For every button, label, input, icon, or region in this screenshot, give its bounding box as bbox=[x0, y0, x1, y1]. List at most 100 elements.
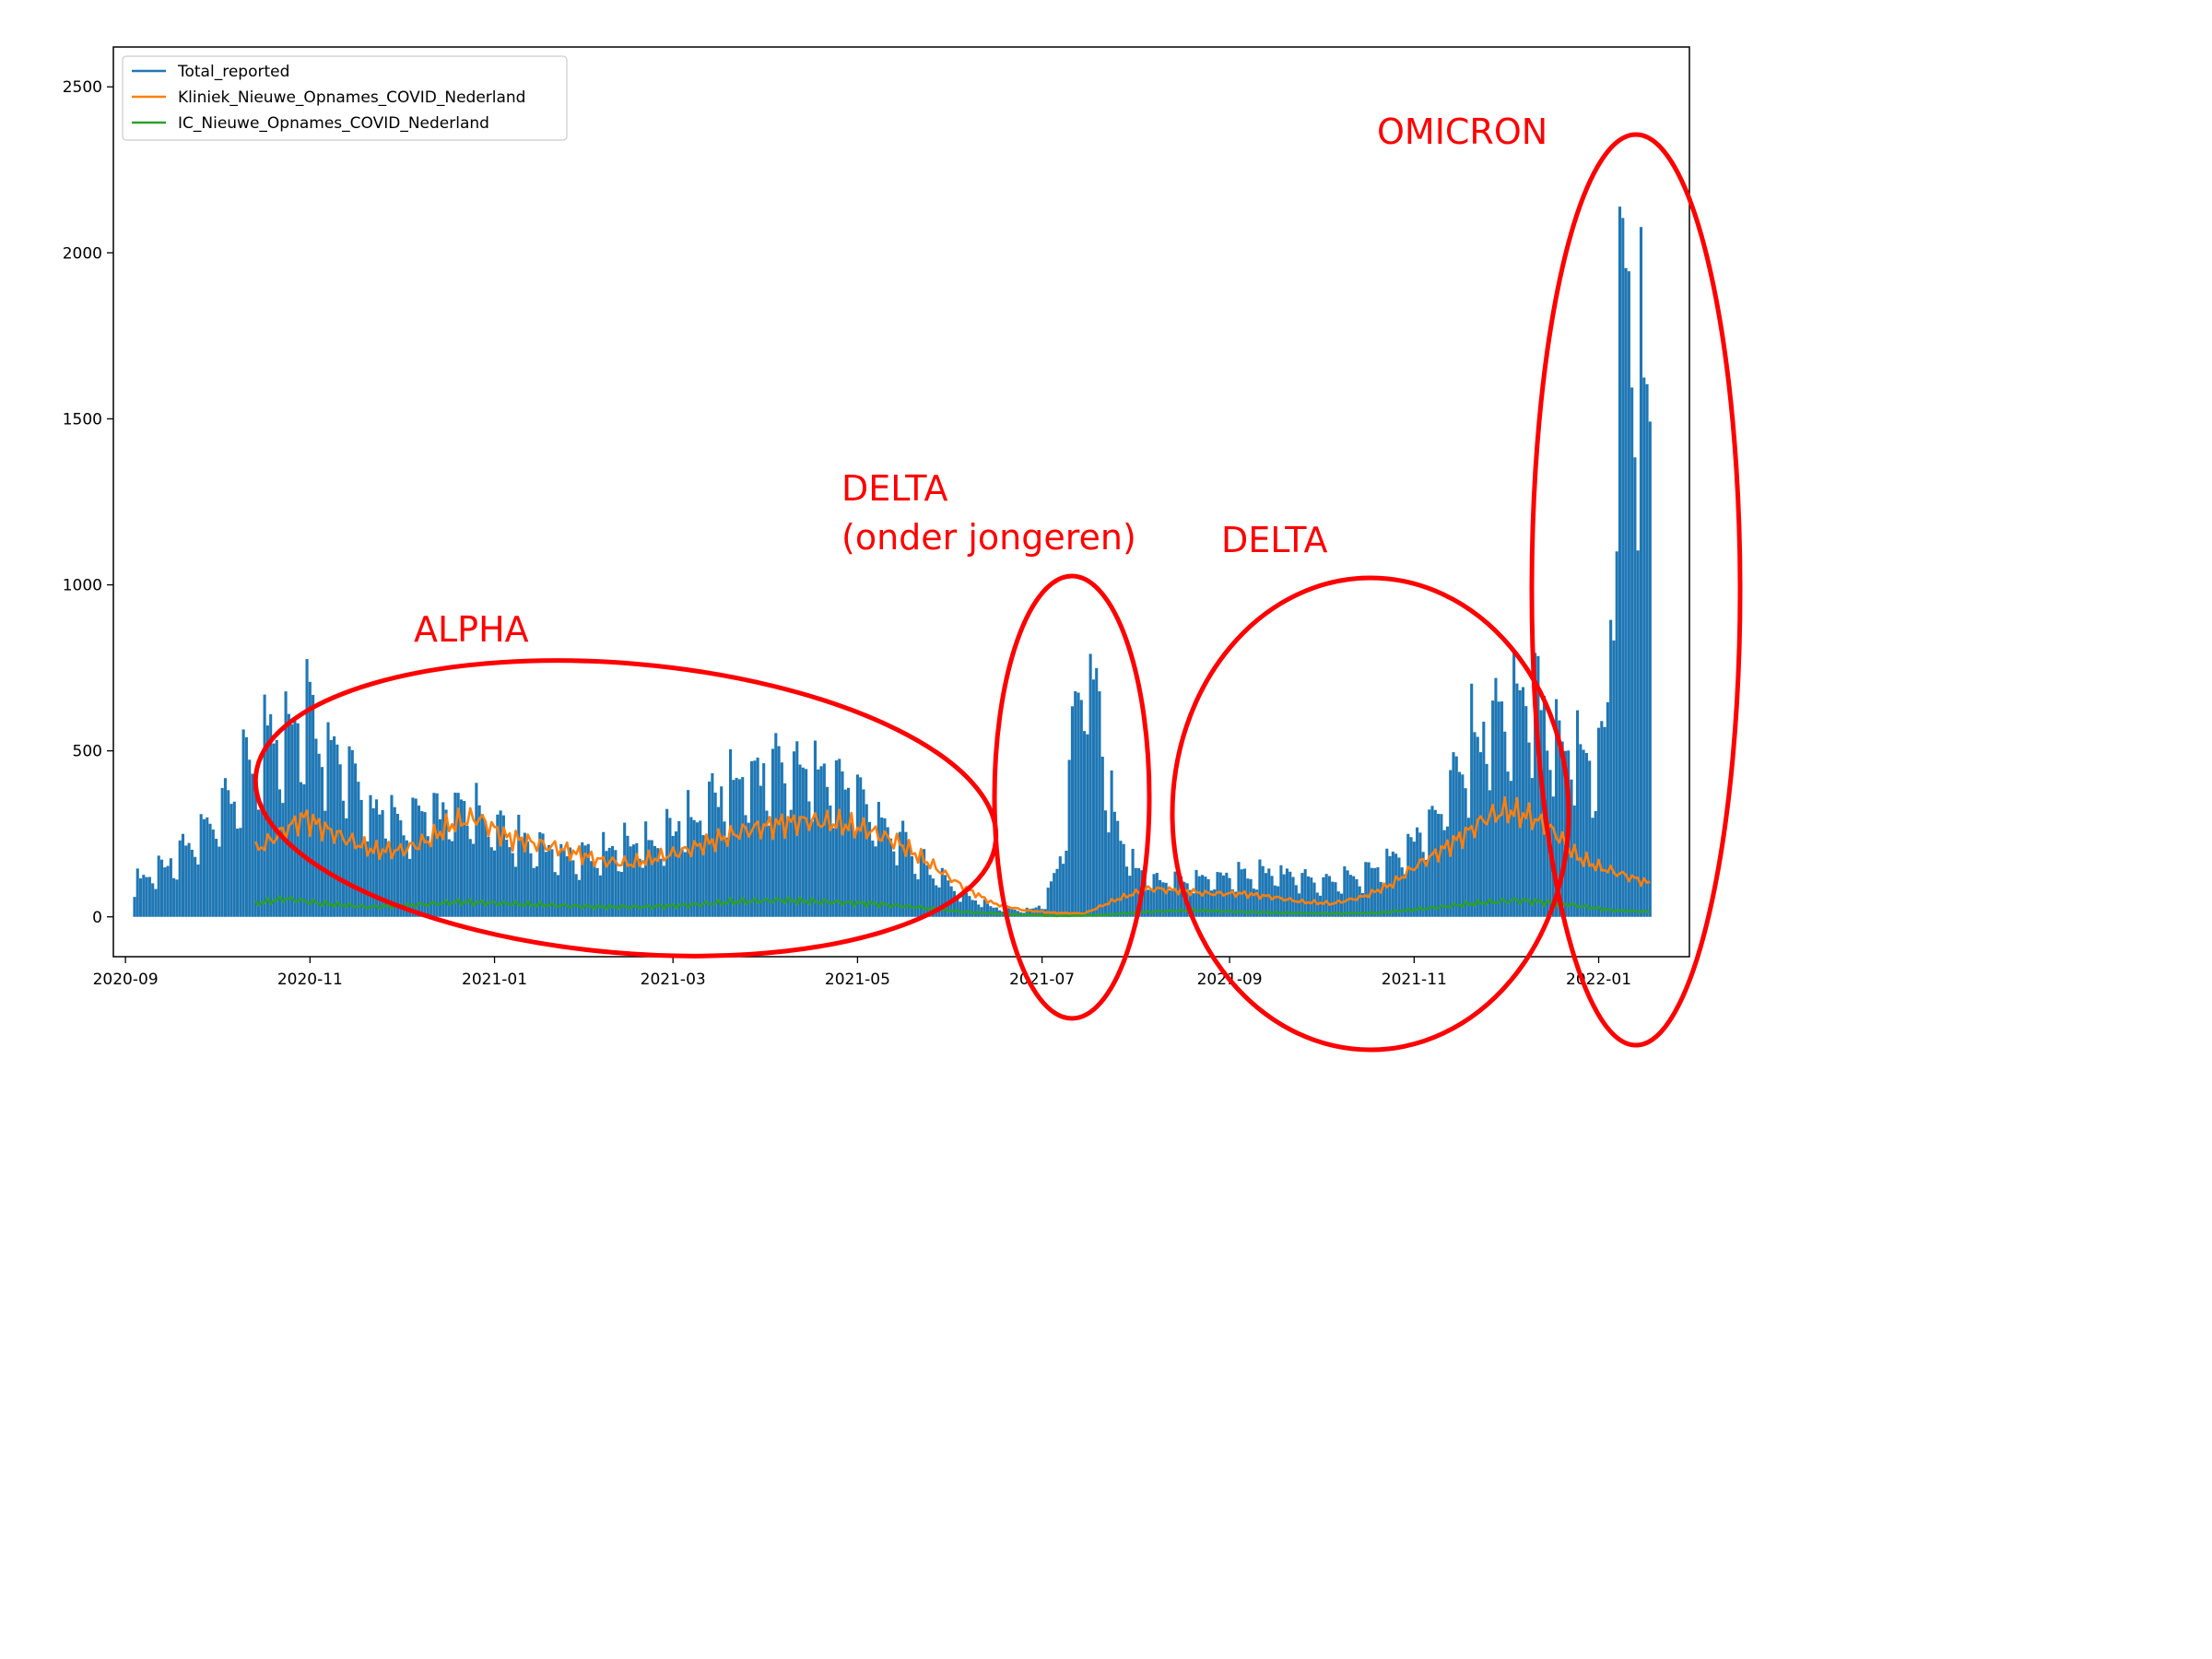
delta-ellipse bbox=[1170, 575, 1571, 1053]
total-reported-bar bbox=[1119, 841, 1123, 917]
total-reported-bar bbox=[1006, 908, 1011, 917]
total-reported-bar bbox=[853, 834, 856, 917]
total-reported-bar bbox=[1579, 744, 1583, 917]
total-reported-bar bbox=[1588, 760, 1592, 917]
total-reported-bar bbox=[1058, 856, 1062, 917]
total-reported-bar bbox=[553, 872, 557, 917]
total-reported-bar bbox=[1252, 888, 1255, 917]
total-reported-bar bbox=[977, 904, 981, 917]
total-reported-bar bbox=[142, 875, 146, 917]
y-tick-label: 2000 bbox=[63, 244, 102, 263]
total-reported-bar bbox=[716, 806, 720, 917]
total-reported-bar bbox=[1630, 387, 1634, 917]
total-reported-bar bbox=[1261, 865, 1265, 917]
total-reported-bar bbox=[477, 805, 481, 917]
total-reported-bar bbox=[163, 867, 167, 917]
total-reported-bar bbox=[1433, 809, 1437, 917]
total-reported-bar bbox=[689, 817, 693, 917]
total-reported-bar bbox=[577, 879, 581, 917]
total-reported-bar bbox=[236, 829, 240, 917]
total-reported-bar bbox=[463, 801, 466, 917]
total-reported-bar bbox=[1534, 653, 1537, 917]
total-reported-bar bbox=[1062, 864, 1065, 917]
total-reported-bar bbox=[1428, 809, 1431, 917]
total-reported-bar bbox=[1025, 907, 1029, 917]
total-reported-bar bbox=[159, 859, 164, 917]
total-reported-bar bbox=[1473, 732, 1477, 917]
total-reported-bar bbox=[886, 827, 889, 917]
total-reported-bar bbox=[1124, 866, 1129, 917]
total-reported-bar bbox=[720, 786, 724, 917]
total-reported-bar bbox=[602, 831, 606, 917]
total-reported-bar bbox=[529, 853, 533, 917]
total-reported-bar bbox=[468, 839, 472, 917]
total-reported-bar bbox=[626, 835, 629, 917]
total-reported-bar bbox=[493, 850, 497, 917]
total-reported-bar bbox=[1216, 872, 1219, 917]
total-reported-bar bbox=[184, 845, 188, 917]
total-reported-bar bbox=[1324, 874, 1328, 917]
total-reported-bar bbox=[417, 806, 421, 917]
total-reported-bar bbox=[302, 783, 306, 917]
total-reported-bar bbox=[735, 777, 738, 917]
x-tick-label: 2021-05 bbox=[825, 971, 890, 989]
total-reported-bar bbox=[925, 865, 929, 917]
total-reported-bar bbox=[865, 804, 868, 917]
total-reported-bar bbox=[429, 843, 433, 917]
x-tick-label: 2021-03 bbox=[641, 971, 706, 989]
total-reported-bar bbox=[829, 806, 832, 917]
total-reported-bar bbox=[565, 856, 569, 917]
total-reported-bar bbox=[215, 839, 218, 917]
total-reported-bar bbox=[538, 831, 542, 917]
total-reported-bar bbox=[480, 814, 484, 917]
total-reported-bar bbox=[1506, 771, 1510, 917]
total-reported-bar bbox=[756, 757, 759, 917]
total-reported-bar bbox=[451, 841, 454, 917]
total-reported-bar bbox=[1530, 778, 1534, 917]
total-reported-bar bbox=[1319, 895, 1323, 917]
total-reported-bar bbox=[1382, 886, 1386, 917]
total-reported-bar bbox=[614, 850, 618, 917]
total-reported-bar bbox=[874, 846, 877, 917]
total-reported-bar bbox=[659, 858, 663, 917]
total-reported-bar bbox=[496, 814, 500, 917]
total-reported-bar bbox=[973, 900, 977, 917]
total-reported-bar bbox=[196, 864, 200, 917]
total-reported-bar bbox=[1306, 876, 1310, 917]
y-axis: 0 500 1000 1500 2000 2500 bbox=[63, 78, 113, 927]
total-reported-bar bbox=[1596, 727, 1601, 917]
total-reported-bar bbox=[605, 851, 608, 917]
total-reported-bar bbox=[822, 763, 826, 917]
total-reported-bar bbox=[704, 837, 708, 917]
total-reported-bar bbox=[1584, 753, 1588, 917]
total-reported-bar bbox=[1618, 206, 1622, 917]
total-reported-bar bbox=[1291, 877, 1295, 917]
total-reported-bar bbox=[408, 858, 412, 917]
total-reported-bar bbox=[701, 835, 705, 917]
total-reported-bar bbox=[590, 861, 594, 917]
total-reported-bar bbox=[574, 874, 578, 917]
total-reported-bar bbox=[1098, 691, 1101, 917]
total-reported-bar bbox=[277, 789, 282, 917]
total-reported-bar bbox=[269, 713, 273, 917]
total-reported-bar bbox=[1388, 855, 1392, 917]
total-reported-bar bbox=[635, 842, 639, 917]
total-reported-bar bbox=[324, 810, 327, 917]
total-reported-bar bbox=[789, 809, 793, 917]
total-reported-bar bbox=[801, 767, 805, 917]
total-reported-bar bbox=[314, 738, 318, 917]
total-reported-bar bbox=[777, 746, 781, 917]
total-reported-bar bbox=[629, 846, 632, 917]
total-reported-bar bbox=[1603, 726, 1606, 917]
total-reported-bar bbox=[1639, 227, 1643, 917]
total-reported-bar bbox=[1424, 859, 1428, 917]
total-reported-bar bbox=[393, 806, 396, 917]
total-reported-bar bbox=[423, 812, 427, 917]
total-reported-bar bbox=[1070, 706, 1074, 917]
total-reported-bar bbox=[1155, 873, 1159, 917]
total-reported-bar bbox=[1485, 763, 1488, 917]
total-reported-bar bbox=[665, 808, 669, 917]
total-reported-bar bbox=[341, 800, 345, 917]
total-reported-bar bbox=[650, 840, 653, 917]
total-reported-bar bbox=[1478, 752, 1483, 917]
